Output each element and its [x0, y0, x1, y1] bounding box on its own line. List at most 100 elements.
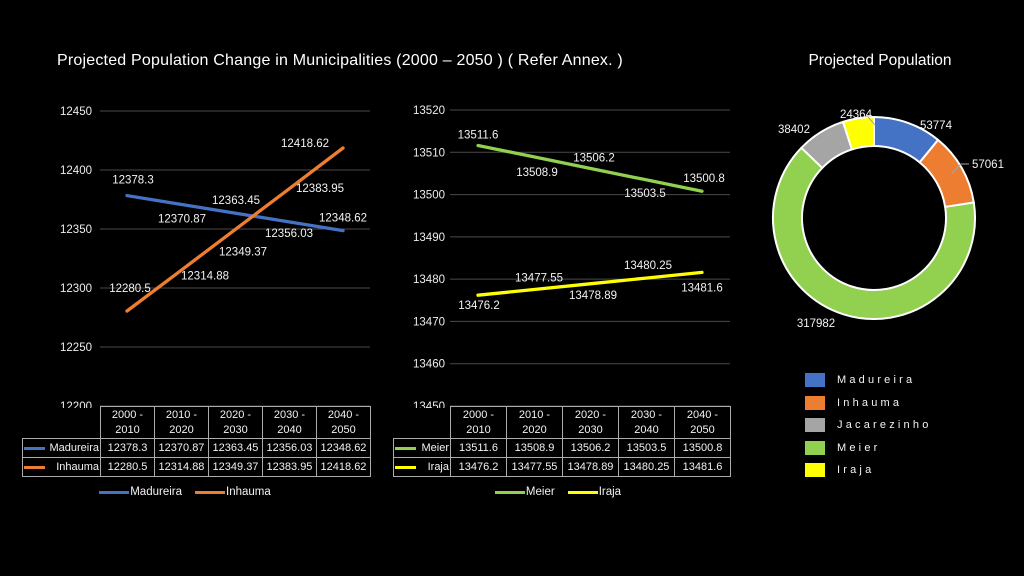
table-cell: 12383.95 [262, 457, 317, 477]
plot-area: 12450 12400 12350 12300 12250 12200 12378.3 123… [60, 106, 370, 408]
data-label: 12349.37 [219, 247, 267, 259]
data-label: 13476.2 [458, 300, 500, 312]
data-label: 12348.62 [319, 213, 367, 225]
table-cell: 13476.2 [450, 457, 507, 477]
series-name-cell: Meier [393, 438, 451, 458]
data-label: 13506.2 [573, 152, 615, 164]
table-row: Inhauma 12280.5 12314.88 12349.37 12383.95 12… [22, 457, 371, 477]
legend-label: Inhauma [837, 396, 903, 409]
legend-item-meier: Meier [805, 440, 932, 455]
table-cell: 13508.9 [506, 438, 563, 458]
data-label: 13500.8 [683, 173, 725, 185]
data-label: 12314.88 [181, 270, 229, 282]
slice-value-label: 38402 [778, 124, 810, 136]
y-axis-tick-label: 13510 [413, 147, 445, 159]
series-name-label: Inhauma [56, 461, 99, 473]
table-header-cell: 2030 -2040 [618, 406, 675, 439]
series-line-inhauma [125, 146, 345, 313]
label-leader-line [951, 163, 969, 174]
legend-label: Madureira [130, 486, 182, 498]
data-label: 12280.5 [109, 283, 151, 295]
legend-key-line [24, 446, 45, 450]
table-cell: 12378.3 [100, 438, 155, 458]
plot-area: 13520 13510 13500 13490 13480 13470 13460 13450… [413, 105, 730, 408]
donut-svg: 53774 57061 317982 38402 24364 [772, 109, 1004, 330]
page-title: Projected Population Change in Municipal… [57, 52, 623, 69]
slice-value-label: 57061 [972, 159, 1004, 171]
table-cell: 12370.87 [154, 438, 209, 458]
table-cell: 12418.62 [316, 457, 371, 477]
table-cell: 12280.5 [100, 457, 155, 477]
table-cell: 13511.6 [450, 438, 507, 458]
data-label: 13481.6 [681, 282, 723, 294]
table-corner-cell [394, 407, 451, 439]
y-axis-tick-label: 12200 [60, 401, 92, 408]
table-row: Iraja 13476.2 13477.55 13478.89 13480.25 1348… [393, 457, 731, 477]
legend-item-madureira: Madureira [805, 373, 932, 387]
series-name-cell: Madureira [22, 438, 101, 458]
y-axis-tick-label: 13520 [413, 105, 445, 117]
legend-item-inhauma: Inhauma [195, 486, 271, 498]
series-name-label: Meier [421, 442, 449, 454]
legend-key-line [395, 446, 416, 450]
series-line-madureira [125, 193, 345, 233]
table-row: Madureira 12378.3 12370.87 12363.45 12356.03… [22, 438, 371, 458]
donut-chart-title: Projected Population [808, 52, 952, 69]
data-label: 12356.03 [265, 228, 313, 240]
line-chart-meier-iraja: 13520 13510 13500 13490 13480 13470 13460 13450… [390, 95, 740, 515]
series-name-cell: Inhauma [22, 457, 101, 477]
data-label: 12383.95 [296, 183, 344, 195]
legend-item-iraja: Iraja [567, 486, 622, 498]
legend-swatch [805, 395, 825, 410]
data-label: 13477.55 [515, 273, 563, 285]
data-label: 13511.6 [458, 130, 499, 142]
data-label: 12418.62 [281, 138, 329, 150]
y-axis-tick-label: 13480 [413, 274, 445, 286]
legend-label: Iraja [598, 486, 622, 498]
table-header-cell: 2000 -2010 [100, 406, 155, 439]
slice-value-label: 53774 [920, 120, 953, 132]
legend-label: Madureira [837, 374, 916, 386]
table-header-cell: 2030 -2040 [262, 406, 317, 439]
table-cell: 13506.2 [562, 438, 619, 458]
legend-key-line [24, 465, 45, 469]
chart-legend: Meier Iraja [458, 486, 658, 498]
legend-item-jacarezinho: Jacarezinho [805, 418, 932, 432]
table-header-cell: 2040 -2050 [316, 406, 371, 439]
legend-swatch [805, 373, 825, 387]
legend-item-meier: Meier [494, 486, 555, 498]
label-leader-line [867, 116, 876, 126]
table-cell: 12349.37 [208, 457, 263, 477]
table-header-cell: 2040 -2050 [674, 406, 731, 439]
donut-slice-iraja [842, 116, 875, 151]
legend-label: Meier [525, 486, 555, 498]
y-axis-tick-label: 13460 [413, 359, 445, 371]
table-cell: 13503.5 [618, 438, 675, 458]
y-axis-tick-label: 12450 [60, 106, 92, 118]
table-header-cell: 2010 -2020 [154, 406, 209, 439]
legend-label: Meier [837, 441, 881, 454]
table-cell: 13480.25 [618, 457, 675, 477]
slice-value-label: 317982 [797, 318, 835, 330]
legend-label: Iraja [837, 464, 875, 476]
y-axis-tick-label: 12250 [60, 342, 92, 354]
table-cell: 13478.89 [562, 457, 619, 477]
table-row: Meier 13511.6 13508.9 13506.2 13503.5 13500.8 [393, 438, 731, 458]
table-header-cell: 2010 -2020 [506, 406, 563, 439]
data-label: 13503.5 [624, 188, 666, 200]
legend-key-line [195, 490, 225, 494]
legend-label: Inhauma [226, 486, 271, 498]
data-label: 13480.25 [624, 260, 672, 272]
data-label: 13508.9 [516, 167, 558, 179]
y-axis-tick-label: 13500 [413, 190, 445, 202]
chart-legend: Madureira Inhauma [75, 486, 295, 498]
legend-key-line [395, 465, 416, 469]
y-axis-tick-label: 12350 [60, 224, 92, 236]
legend-item-inhauma: Inhauma [805, 395, 932, 410]
data-label: 13478.89 [569, 290, 617, 302]
y-axis-tick-label: 13470 [413, 316, 445, 328]
legend-swatch [805, 418, 825, 432]
legend-key-line [494, 490, 525, 494]
table-header-cell: 2000 -2010 [450, 406, 507, 439]
y-axis-tick-label: 13490 [413, 232, 445, 244]
